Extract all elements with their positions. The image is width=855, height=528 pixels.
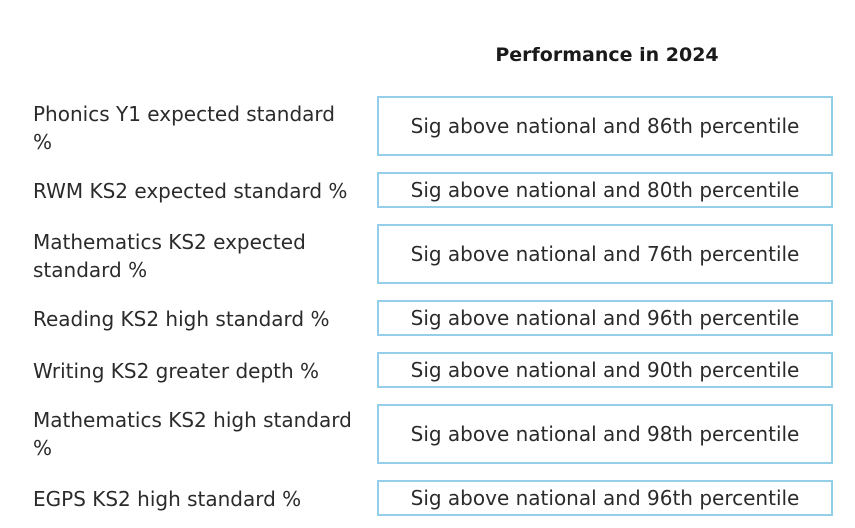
row-value-writing-ks2-greater-depth: Sig above national and 90th percentile: [377, 352, 833, 388]
row-value-mathematics-ks2-expected: Sig above national and 76th percentile: [377, 224, 833, 284]
row-label-egps-ks2-high: EGPS KS2 high standard %: [33, 487, 302, 511]
row-value-phonics-y1: Sig above national and 86th percentile: [377, 96, 833, 156]
row-label-writing-ks2-greater-depth: Writing KS2 greater depth %: [33, 359, 320, 383]
row-value-rwm-ks2: Sig above national and 80th percentile: [377, 172, 833, 208]
row-label-mathematics-ks2-expected: Mathematics KS2 expected standard %: [33, 230, 306, 282]
row-label-reading-ks2-high: Reading KS2 high standard %: [33, 307, 330, 331]
row-label-phonics-y1: Phonics Y1 expected standard %: [33, 102, 335, 154]
row-value-egps-ks2-high: Sig above national and 96th percentile: [377, 480, 833, 516]
row-value-mathematics-ks2-high: Sig above national and 98th percentile: [377, 404, 833, 464]
row-value-reading-ks2-high: Sig above national and 96th percentile: [377, 300, 833, 336]
row-label-mathematics-ks2-high: Mathematics KS2 high standard %: [33, 408, 352, 460]
column-header: Performance in 2024: [495, 44, 719, 66]
row-label-rwm-ks2: RWM KS2 expected standard %: [33, 179, 348, 203]
